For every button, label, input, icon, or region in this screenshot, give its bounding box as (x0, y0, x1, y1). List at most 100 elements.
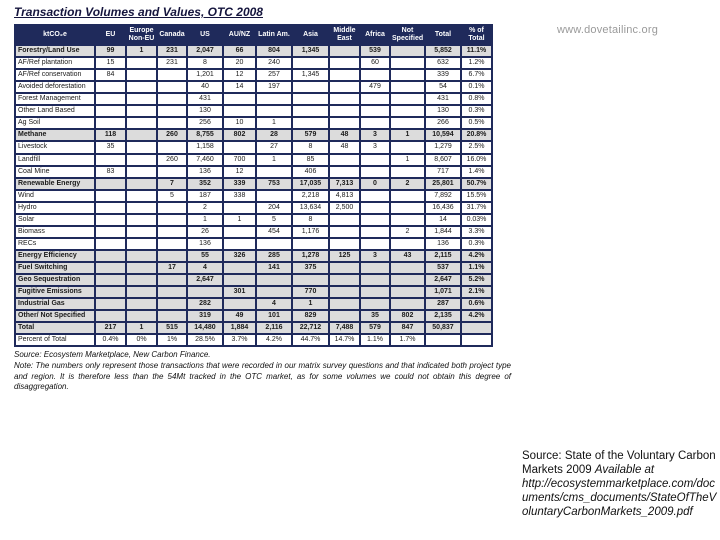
cell: 10,594 (424, 128, 462, 143)
cell: 31.7% (460, 200, 493, 215)
cell: 20.8% (460, 128, 493, 143)
cell (389, 260, 426, 275)
cell (291, 80, 330, 95)
cell: 28.5% (186, 333, 224, 348)
cell (94, 176, 127, 191)
cell (460, 321, 493, 336)
cell: 136 (186, 236, 224, 251)
cell: 454 (255, 224, 293, 239)
cell (389, 188, 426, 203)
column-header: Not Specified (389, 23, 426, 47)
cell: 539 (359, 44, 391, 59)
cell: 136 (424, 236, 462, 251)
cell (222, 104, 257, 119)
cell (222, 140, 257, 155)
cell (328, 92, 361, 107)
cell: 50,837 (424, 321, 462, 336)
cell: 15.5% (460, 188, 493, 203)
cell (328, 224, 361, 239)
cell (359, 212, 391, 227)
cell (156, 92, 188, 107)
row-label: Percent of Total (14, 333, 96, 348)
cell (328, 44, 361, 59)
cell (125, 92, 158, 107)
table-row: AF/Ref plantation 15 231 8 20 240 60 632 1.2% (14, 56, 493, 71)
cell (125, 236, 158, 251)
cell: 4,813 (328, 188, 361, 203)
cell: 0.6% (460, 297, 493, 312)
cell: 1.2% (460, 56, 493, 71)
cell: 579 (359, 321, 391, 336)
row-label: Solar (14, 212, 96, 227)
cell: 352 (186, 176, 224, 191)
cell (222, 236, 257, 251)
row-label: Geo Sequestration (14, 272, 96, 288)
cell: 3 (359, 248, 391, 263)
cell (359, 236, 391, 251)
cell: 7,892 (424, 188, 462, 203)
cell: 14 (424, 212, 462, 227)
cell (389, 140, 426, 155)
cell (94, 260, 127, 275)
cell: 1 (222, 212, 257, 227)
cell: 260 (156, 152, 188, 167)
cell: 753 (255, 176, 293, 191)
cell (328, 56, 361, 71)
cell (328, 212, 361, 227)
cell: 1.4% (460, 164, 493, 179)
column-header: EU (94, 23, 127, 47)
row-label: Other/ Not Specified (14, 309, 96, 324)
cell (125, 200, 158, 215)
cell: 136 (186, 164, 224, 179)
cell: 7,460 (186, 152, 224, 167)
cell: 804 (255, 44, 293, 59)
cell: 15 (94, 56, 127, 71)
cell: 0.3% (460, 104, 493, 119)
cell (125, 309, 158, 324)
cell (94, 104, 127, 119)
cell (328, 260, 361, 275)
row-label: Methane (14, 128, 96, 143)
cell (222, 297, 257, 312)
cell (328, 297, 361, 312)
cell (156, 116, 188, 131)
cell (125, 176, 158, 191)
cell: 4.2% (460, 248, 493, 263)
cell (389, 236, 426, 251)
cell (156, 200, 188, 215)
cell: 1,844 (424, 224, 462, 239)
table-note: Note: The numbers only represent those t… (14, 361, 511, 392)
cell: 3.3% (460, 224, 493, 239)
cell (359, 104, 391, 119)
cell: 2 (186, 200, 224, 215)
row-label: Hydro (14, 200, 96, 215)
cell: 256 (186, 116, 224, 131)
table-source: Source: Ecosystem Marketplace, New Carbo… (14, 350, 211, 360)
cell: 130 (424, 104, 462, 119)
cell (94, 80, 127, 95)
cell (125, 140, 158, 155)
row-label: Fuel Switching (14, 260, 96, 275)
cell (328, 116, 361, 131)
cell (94, 309, 127, 324)
cell: 20 (222, 56, 257, 71)
cell: 1,071 (424, 285, 462, 300)
cell: 22,712 (291, 321, 330, 336)
cell: 14.7% (328, 333, 361, 348)
cell: 632 (424, 56, 462, 71)
column-header: Canada (156, 23, 188, 47)
data-table: ktCO₂e EU Europe Non-EU Canada US AU/NZ Latin … (14, 23, 493, 348)
cell: 35 (359, 309, 391, 324)
row-label: Coal Mine (14, 164, 96, 179)
cell (359, 260, 391, 275)
cell: 802 (222, 128, 257, 143)
cell (359, 285, 391, 300)
cell: 3.7% (222, 333, 257, 348)
row-label: Biomass (14, 224, 96, 239)
table-row: Industrial Gas 282 4 1 287 0.6% (14, 297, 493, 312)
cell (125, 116, 158, 131)
cell: 231 (156, 44, 188, 59)
cell (125, 224, 158, 239)
table-row: Hydro 2 204 13,634 2,500 16,436 31.7% (14, 200, 493, 215)
cell: 1.1% (359, 333, 391, 348)
